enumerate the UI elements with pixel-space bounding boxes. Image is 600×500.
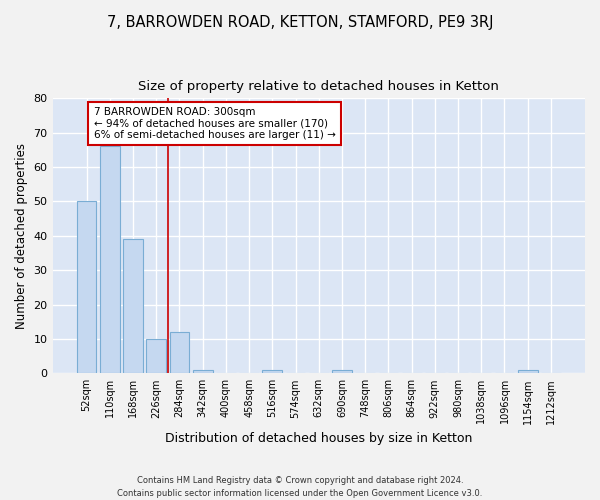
Bar (262, 370, 282, 374)
Text: Contains HM Land Registry data © Crown copyright and database right 2024.
Contai: Contains HM Land Registry data © Crown c… (118, 476, 482, 498)
Text: 7, BARROWDEN ROAD, KETTON, STAMFORD, PE9 3RJ: 7, BARROWDEN ROAD, KETTON, STAMFORD, PE9… (107, 15, 493, 30)
Bar (518, 370, 538, 374)
Bar (100, 146, 119, 374)
Bar (146, 339, 166, 374)
Bar (193, 370, 212, 374)
Text: 7 BARROWDEN ROAD: 300sqm
← 94% of detached houses are smaller (170)
6% of semi-d: 7 BARROWDEN ROAD: 300sqm ← 94% of detach… (94, 107, 335, 140)
X-axis label: Distribution of detached houses by size in Ketton: Distribution of detached houses by size … (165, 432, 472, 445)
Y-axis label: Number of detached properties: Number of detached properties (15, 143, 28, 329)
Title: Size of property relative to detached houses in Ketton: Size of property relative to detached ho… (139, 80, 499, 93)
Bar (77, 202, 97, 374)
Bar (170, 332, 190, 374)
Bar (123, 240, 143, 374)
Bar (332, 370, 352, 374)
